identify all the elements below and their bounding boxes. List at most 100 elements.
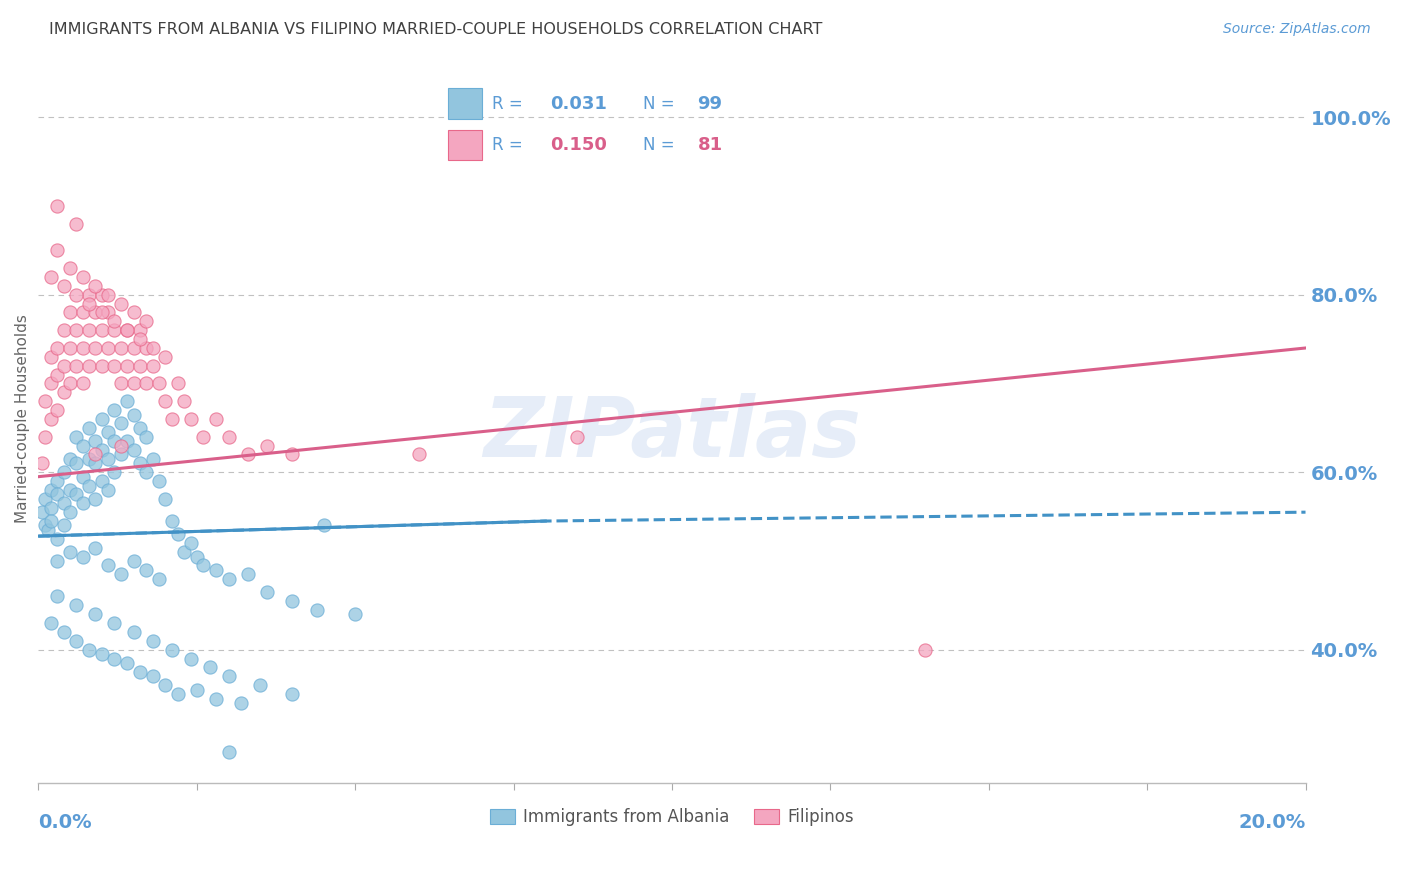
Point	[166, 376, 188, 391]
Point	[128, 332, 150, 346]
Point	[103, 323, 125, 337]
Point	[84, 607, 107, 622]
Point	[312, 518, 335, 533]
Point	[84, 305, 107, 319]
Point	[46, 199, 69, 213]
Legend: Immigrants from Albania, Filipinos: Immigrants from Albania, Filipinos	[484, 801, 860, 833]
Point	[65, 599, 87, 613]
Point	[52, 323, 75, 337]
Point	[115, 394, 138, 409]
Point	[231, 696, 253, 710]
Point	[84, 491, 107, 506]
Point	[59, 545, 82, 559]
Point	[59, 483, 82, 497]
Point	[115, 656, 138, 670]
Point	[37, 523, 59, 537]
Point	[77, 451, 100, 466]
Point	[153, 491, 176, 506]
Point	[90, 359, 112, 373]
Point	[46, 487, 69, 501]
Point	[141, 359, 163, 373]
Point	[128, 323, 150, 337]
Point	[122, 305, 145, 319]
Point	[153, 350, 176, 364]
Point	[128, 456, 150, 470]
Text: 0.0%: 0.0%	[38, 814, 93, 832]
Point	[128, 359, 150, 373]
Point	[160, 642, 183, 657]
Point	[84, 541, 107, 555]
Point	[160, 412, 183, 426]
Point	[72, 439, 94, 453]
Point	[84, 456, 107, 470]
Point	[180, 651, 202, 665]
Point	[90, 323, 112, 337]
Point	[281, 687, 304, 701]
Point	[565, 430, 588, 444]
Point	[110, 567, 132, 582]
Point	[122, 376, 145, 391]
Point	[77, 642, 100, 657]
Point	[39, 412, 62, 426]
Point	[281, 448, 304, 462]
Point	[141, 633, 163, 648]
Point	[408, 448, 430, 462]
Point	[97, 287, 120, 301]
Point	[110, 439, 132, 453]
Point	[186, 682, 208, 697]
Point	[31, 505, 53, 519]
Point	[205, 412, 228, 426]
Point	[77, 478, 100, 492]
Point	[135, 376, 157, 391]
Point	[34, 394, 56, 409]
Point	[110, 296, 132, 310]
Point	[141, 451, 163, 466]
Point	[39, 270, 62, 285]
Point	[59, 305, 82, 319]
Point	[135, 341, 157, 355]
Point	[218, 669, 240, 683]
Point	[135, 314, 157, 328]
Point	[72, 305, 94, 319]
Point	[90, 647, 112, 661]
Point	[236, 448, 259, 462]
Point	[103, 616, 125, 631]
Point	[97, 483, 120, 497]
Point	[39, 483, 62, 497]
Point	[65, 359, 87, 373]
Point	[84, 434, 107, 449]
Point	[84, 278, 107, 293]
Point	[141, 341, 163, 355]
Point	[103, 434, 125, 449]
Point	[65, 287, 87, 301]
Point	[193, 558, 215, 573]
Point	[148, 376, 170, 391]
Point	[236, 567, 259, 582]
Point	[122, 443, 145, 458]
Point	[52, 385, 75, 400]
Point	[160, 514, 183, 528]
Point	[205, 563, 228, 577]
Point	[31, 456, 53, 470]
Point	[97, 558, 120, 573]
Point	[90, 443, 112, 458]
Point	[77, 421, 100, 435]
Point	[148, 572, 170, 586]
Point	[52, 359, 75, 373]
Point	[65, 456, 87, 470]
Point	[166, 527, 188, 541]
Point	[186, 549, 208, 564]
Point	[115, 359, 138, 373]
Point	[115, 323, 138, 337]
Point	[39, 376, 62, 391]
Y-axis label: Married-couple Households: Married-couple Households	[15, 315, 30, 524]
Point	[115, 323, 138, 337]
Point	[46, 341, 69, 355]
Point	[77, 296, 100, 310]
Point	[103, 465, 125, 479]
Point	[46, 244, 69, 258]
Point	[46, 474, 69, 488]
Point	[135, 430, 157, 444]
Text: ZIPatlas: ZIPatlas	[484, 393, 860, 474]
Point	[65, 323, 87, 337]
